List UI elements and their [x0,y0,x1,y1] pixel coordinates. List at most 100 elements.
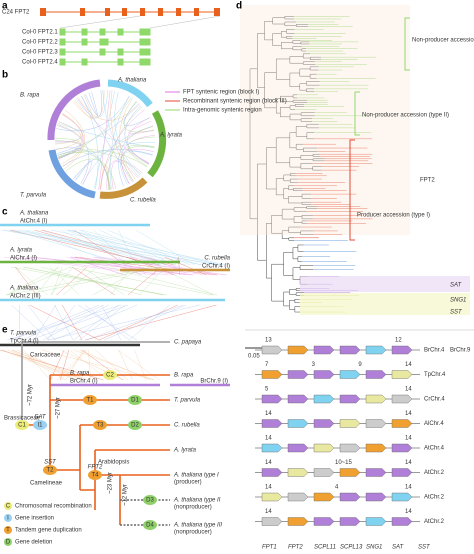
branch [309,56,322,60]
synteny-link [7,266,71,296]
gene-arrow [391,345,413,355]
species-label: A. thaliana [117,78,147,84]
isoform-label: Col-0 FPT2.4 [22,60,58,66]
gene-count: 10~15 [335,460,353,466]
chromosome-label: AtChr.2 [424,470,445,476]
chord [58,114,83,159]
synteny-link [65,229,162,266]
chord [56,96,130,132]
synteny-link [48,304,200,341]
branch [299,68,311,77]
chord [77,98,150,164]
branch [306,123,319,129]
gene-arrow [339,419,361,428]
branch [306,81,320,86]
branch [266,223,272,279]
synteny-link [68,266,213,296]
branch [309,66,319,71]
branch [289,300,295,310]
branch [275,98,281,114]
node-note: FPT2 [88,465,103,471]
synteny-link [53,304,138,341]
synteny-link [6,266,60,296]
gene-count: 14 [405,362,412,368]
branch [281,230,289,239]
branch [312,166,322,171]
bracket [354,91,360,136]
time-label: ~72 Myr [28,384,34,406]
synteny-link [93,229,130,266]
family-label: SNG1 [450,298,466,304]
branch [266,147,277,190]
synteny-link [75,256,158,276]
chromosome-label: AtChr.4 (I) [20,219,47,225]
gene-name: FPT1 [262,545,277,551]
time-label: ~27 Myr [56,397,62,419]
node-label: T4 [91,473,99,479]
branch [301,201,312,205]
branch [295,288,301,291]
branch [302,61,316,65]
chord [78,97,140,121]
gene-arrow [391,443,413,453]
family-label: Brassicaceae [4,416,41,422]
branch [299,265,314,270]
gene-arrow [287,468,309,477]
gene-arrow [339,443,361,453]
chord [64,109,86,170]
synteny-link [73,304,119,341]
gene-name: SCPL11 [314,545,336,551]
branch [281,31,287,38]
synteny-link [79,304,126,341]
gene-count: 14 [265,509,272,515]
legend-key: D [6,540,11,546]
isoform-label: Col-0 FPT2.1 [22,30,58,36]
synteny-link [105,266,218,296]
synteny-link [82,266,125,296]
taxon-label: T. parvula [174,398,201,404]
species-label: A. thaliana [9,286,39,292]
chord [119,98,136,180]
species-label: A. thaliana [19,211,49,217]
legend-text: Gene insertion [15,516,54,522]
species-label: T. parvula [20,193,47,199]
synteny-link [35,266,58,296]
branch [271,263,284,302]
bracket [349,139,355,241]
branch [301,215,314,220]
chord [65,158,117,189]
branch [289,132,297,149]
synteny-link [50,229,223,266]
synteny-link [23,349,51,381]
synteny-link [101,304,122,341]
synteny-link [140,256,203,276]
branch [289,105,296,110]
branch [301,48,307,52]
taxon-label: C. papaya [174,340,202,346]
synteny-link [24,229,121,266]
chord [124,105,150,164]
legend-key: T [6,528,10,534]
bracket [404,17,410,71]
gene-arrow [391,468,413,477]
branch [300,230,314,235]
synteny-link [127,266,162,296]
gene-arrow [261,492,283,502]
node-note: SAT [34,415,47,421]
isoform-label: Col-0 FPT2.2 [22,40,58,46]
synteny-link [3,256,155,276]
gene-arrow [313,419,335,428]
legend-text: Chromosomal recombination [15,504,92,510]
synteny-tracks [0,223,230,387]
branch [306,206,318,209]
synteny-link [80,229,220,266]
gene-arrow [261,345,283,355]
legend-dot [4,514,12,522]
branch [283,291,290,307]
synteny-link [94,256,143,276]
node-label: D1 [131,398,139,404]
panel-letter: a [2,1,8,12]
chord [75,160,91,181]
gene-count: 12 [395,338,402,344]
chromosome-label: BrChr.4 (I) [70,379,98,385]
